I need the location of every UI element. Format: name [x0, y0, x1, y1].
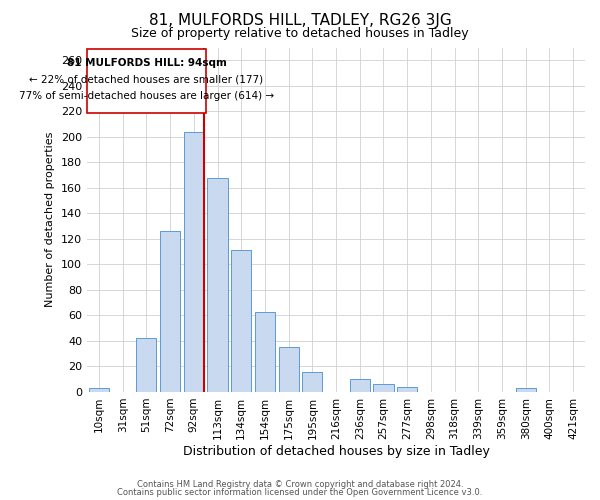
- Text: 77% of semi-detached houses are larger (614) →: 77% of semi-detached houses are larger (…: [19, 91, 274, 101]
- Text: 81, MULFORDS HILL, TADLEY, RG26 3JG: 81, MULFORDS HILL, TADLEY, RG26 3JG: [149, 12, 451, 28]
- Bar: [231, 250, 251, 392]
- Text: 81 MULFORDS HILL: 94sqm: 81 MULFORDS HILL: 94sqm: [67, 58, 226, 68]
- Bar: [136, 338, 157, 392]
- Bar: [184, 132, 204, 392]
- Text: Contains public sector information licensed under the Open Government Licence v3: Contains public sector information licen…: [118, 488, 482, 497]
- Bar: [208, 178, 227, 392]
- Bar: [160, 231, 180, 392]
- Text: Size of property relative to detached houses in Tadley: Size of property relative to detached ho…: [131, 28, 469, 40]
- FancyBboxPatch shape: [87, 49, 206, 112]
- Bar: [397, 387, 417, 392]
- Bar: [89, 388, 109, 392]
- Bar: [302, 372, 322, 392]
- Bar: [373, 384, 394, 392]
- Bar: [515, 388, 536, 392]
- Bar: [350, 379, 370, 392]
- Text: ← 22% of detached houses are smaller (177): ← 22% of detached houses are smaller (17…: [29, 74, 263, 85]
- Bar: [255, 312, 275, 392]
- Text: Contains HM Land Registry data © Crown copyright and database right 2024.: Contains HM Land Registry data © Crown c…: [137, 480, 463, 489]
- Y-axis label: Number of detached properties: Number of detached properties: [46, 132, 55, 308]
- Bar: [278, 348, 299, 392]
- X-axis label: Distribution of detached houses by size in Tadley: Distribution of detached houses by size …: [182, 444, 490, 458]
